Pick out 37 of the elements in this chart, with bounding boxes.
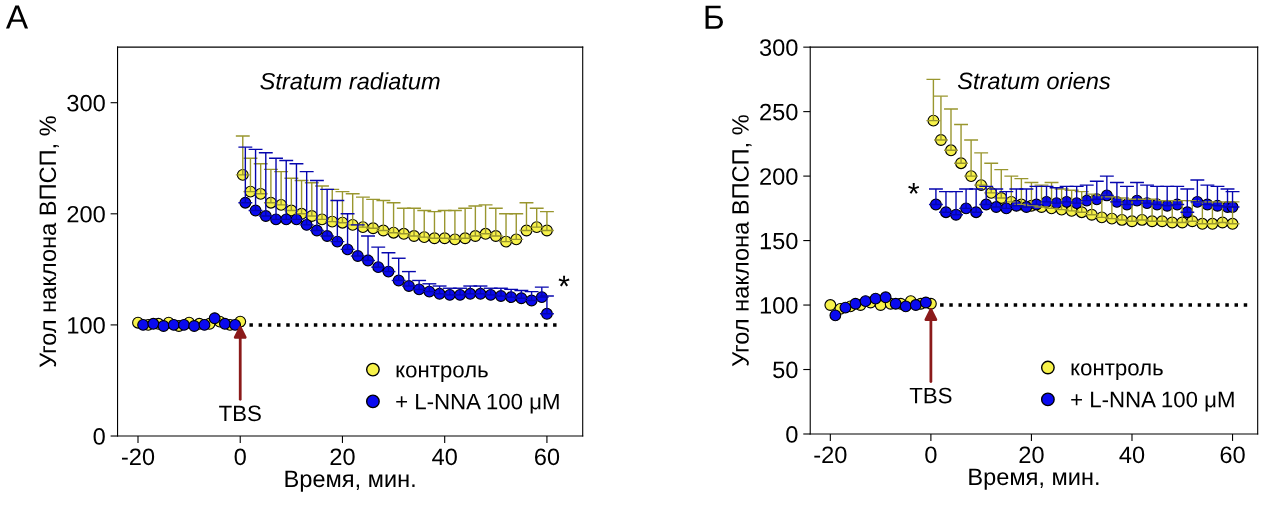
x-tick-label: 0: [925, 446, 937, 464]
annotation: TBS: [909, 387, 952, 404]
y-tick-label: 50: [773, 361, 798, 379]
legend-label: контроль: [1071, 363, 1163, 380]
y-tick-label: 300: [67, 94, 105, 112]
x-tick-label: 0: [234, 448, 246, 466]
text: Б: [705, 5, 723, 29]
y-tick-label: 100: [760, 297, 798, 314]
x-tick-label: 60: [1220, 446, 1245, 464]
legend-label: контроль: [396, 365, 488, 382]
x-tick-label: 20: [1019, 446, 1044, 464]
legend-label: + L-NNA 100 μM: [396, 393, 559, 414]
x-axis-title: Время, мин.: [285, 470, 415, 492]
y-tick-label: 0: [93, 428, 105, 445]
y-axis-title: Угол наклона ВПСП, %: [732, 115, 752, 367]
y-tick-label: 250: [760, 103, 798, 121]
text: Stratum radiatum: [260, 72, 440, 90]
y-tick-label: 100: [68, 316, 105, 334]
y-tick-label: 300: [759, 39, 798, 56]
x-tick-label: 40: [1119, 446, 1145, 464]
legend-label: + L-NNA 100 μM: [1071, 391, 1234, 412]
x-axis-title: Время, мин.: [969, 468, 1099, 490]
x-tick-label: 20: [330, 448, 355, 466]
text: А: [5, 5, 29, 29]
x-tick-label: 60: [534, 448, 560, 466]
text: Stratum oriens: [957, 72, 1111, 90]
annotation: TBS: [219, 405, 261, 422]
annotation: *: [558, 275, 570, 287]
y-tick-label: 150: [760, 232, 798, 250]
x-tick-label: -20: [814, 446, 847, 464]
y-tick-label: 200: [760, 168, 798, 185]
annotation: *: [908, 183, 920, 194]
y-tick-label: 200: [67, 205, 105, 223]
y-axis-title: Угол наклона ВПСП, %: [39, 116, 59, 368]
y-tick-label: 0: [786, 426, 798, 443]
x-tick-label: -20: [121, 448, 155, 466]
x-tick-label: 40: [432, 448, 457, 466]
